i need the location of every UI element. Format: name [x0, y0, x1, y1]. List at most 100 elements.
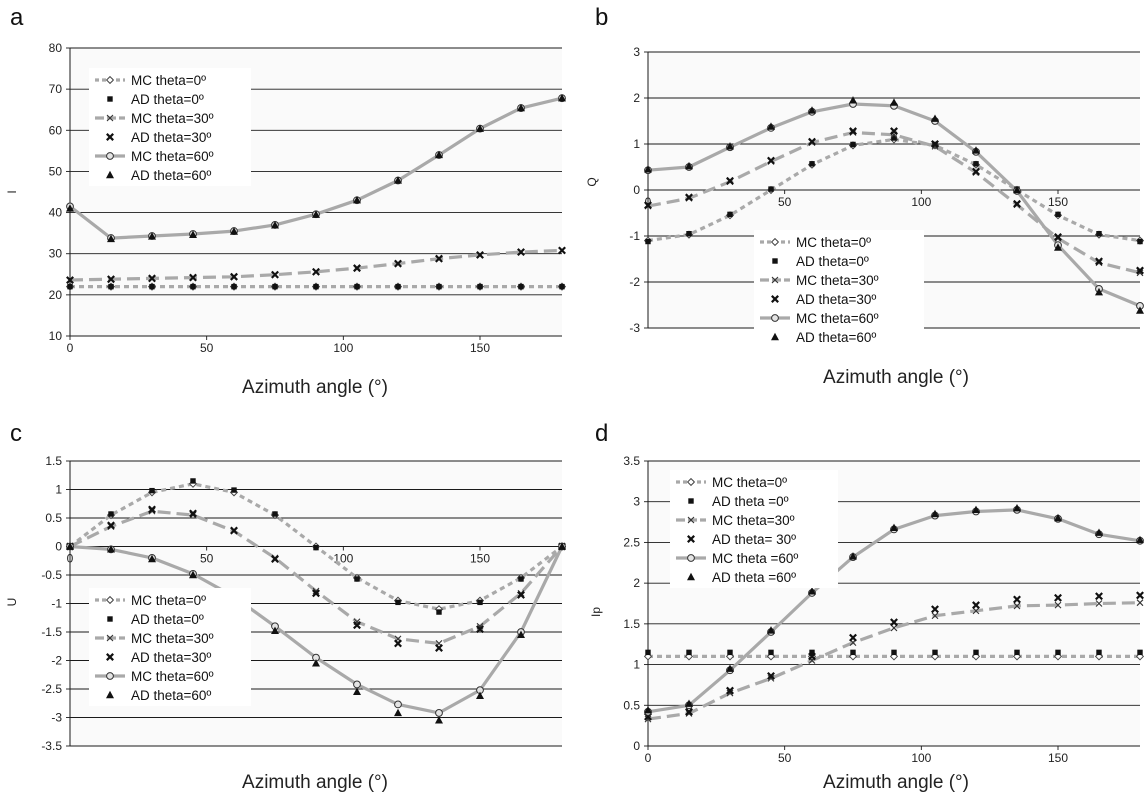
data-point-s5-7	[931, 114, 939, 122]
legend-box	[89, 68, 251, 186]
legend-entry: MC theta=0º	[131, 73, 206, 88]
data-point-s1-2	[149, 283, 155, 290]
data-point-s3-3	[767, 156, 775, 165]
data-point-s1-11	[1096, 649, 1102, 656]
data-point-s5-7	[353, 687, 361, 696]
data-point-s3-7	[931, 605, 939, 614]
data-point-s4-8	[394, 700, 402, 709]
data-point-s5-9	[435, 716, 443, 724]
data-point-s1-5	[850, 649, 856, 656]
data-point-s2-1	[685, 710, 693, 717]
data-point-s1-4	[231, 283, 237, 290]
data-point-s5-0	[644, 705, 652, 714]
x-tick-label: 150	[470, 552, 490, 566]
legend-entry: MC theta =60º	[712, 551, 798, 566]
data-point-s3-1	[685, 193, 693, 202]
legend-entry: AD theta=0º	[796, 254, 869, 269]
data-point-s1-11	[1096, 231, 1102, 237]
legend-marker	[686, 477, 696, 487]
legend: MC theta=0º AD theta=0º MC theta=30º AD the…	[754, 230, 924, 348]
data-point-s3-3	[189, 509, 197, 518]
data-point-s1-4	[809, 161, 815, 167]
data-point-s5-10	[476, 691, 484, 700]
legend: MC theta=0º AD theta=0º MC theta=30º AD the…	[89, 68, 251, 186]
legend-entry: AD theta=60º	[131, 688, 211, 703]
data-point-s3-7	[931, 140, 939, 148]
data-point-s5-2	[726, 142, 734, 150]
panel-label: d	[595, 420, 608, 447]
data-point-s3-9	[435, 254, 443, 263]
legend-marker	[688, 498, 694, 504]
y-axis-title: Ip	[589, 607, 603, 617]
data-point-s1-3	[190, 478, 196, 484]
legend-entry: MC theta=60º	[131, 669, 214, 684]
data-point-s3-1	[107, 521, 115, 530]
data-point-s1-1	[686, 231, 692, 237]
data-point-s2-8	[972, 607, 980, 615]
legend-marker	[772, 258, 778, 264]
data-point-s1-8	[395, 283, 401, 290]
y-tick-label: 0	[55, 540, 62, 554]
data-point-s5-6	[890, 98, 898, 106]
y-tick-label: 60	[49, 123, 63, 137]
data-point-s3-9	[1013, 199, 1021, 208]
data-point-s1-1	[108, 283, 114, 290]
legend-marker	[105, 75, 115, 85]
data-point-s1-11	[518, 283, 524, 290]
data-point-s3-0	[66, 276, 74, 285]
data-point-s5-9	[1013, 504, 1021, 512]
data-point-s5-3	[767, 626, 775, 634]
data-point-s5-3	[767, 122, 775, 130]
data-point-s1-4	[809, 649, 815, 656]
legend-entry: AD theta=30º	[796, 292, 876, 307]
data-point-s1-5	[272, 511, 278, 517]
data-point-s5-7	[931, 509, 939, 518]
legend-box	[670, 470, 838, 588]
data-point-s1-3	[768, 186, 774, 192]
legend-marker	[106, 634, 114, 642]
legend-marker	[771, 314, 779, 322]
data-point-s5-8	[972, 146, 980, 154]
data-point-s3-6	[890, 618, 898, 627]
data-point-s3-5	[849, 633, 857, 642]
data-point-s1-8	[973, 649, 979, 656]
y-axis-title: I	[5, 190, 19, 193]
chart-panel-c: -3.5-3-2.5-2-1.5-1-0.500.511.50 50 100 150M…	[5, 420, 567, 793]
data-point-s1-7	[932, 649, 938, 656]
x-tick-label: 0	[645, 751, 652, 765]
legend-entry: MC theta=30º	[796, 273, 879, 288]
data-point-s3-11	[1095, 257, 1103, 266]
data-point-s3-12	[558, 246, 566, 255]
y-tick-label: 1.5	[623, 617, 640, 631]
y-tick-label: -0.5	[41, 568, 62, 582]
legend-marker	[771, 276, 779, 284]
x-axis-title: Azimuth angle (°)	[823, 772, 969, 793]
data-point-s2-11	[1095, 600, 1103, 607]
data-point-s3-10	[476, 250, 484, 259]
data-point-s5-5	[271, 626, 279, 635]
data-point-s5-8	[394, 176, 402, 184]
y-tick-label: 2	[633, 91, 640, 105]
y-tick-label: 20	[49, 288, 63, 302]
data-point-s3-8	[972, 167, 980, 176]
legend-marker	[106, 672, 114, 680]
y-tick-label: -2	[51, 654, 62, 668]
data-point-s5-5	[271, 221, 279, 229]
y-tick-label: 2	[633, 576, 640, 590]
data-point-s2-12	[1136, 269, 1144, 277]
data-point-s3-12	[1136, 591, 1144, 600]
data-point-s3-2	[148, 505, 156, 514]
y-tick-label: 2.5	[623, 535, 640, 549]
data-point-s3-1	[685, 707, 693, 716]
data-point-s3-1	[107, 275, 115, 284]
legend-entry: AD theta =60º	[712, 570, 796, 585]
data-point-s5-10	[1054, 243, 1062, 251]
y-tick-label: 0	[633, 183, 640, 197]
legend-marker	[771, 332, 779, 341]
data-point-s5-4	[230, 227, 238, 235]
y-tick-label: 1	[633, 137, 640, 151]
legend-entry: MC theta=30º	[131, 111, 214, 126]
data-point-s5-5	[849, 96, 857, 104]
data-point-s1-12	[1137, 649, 1143, 656]
data-point-s5-1	[107, 545, 115, 553]
